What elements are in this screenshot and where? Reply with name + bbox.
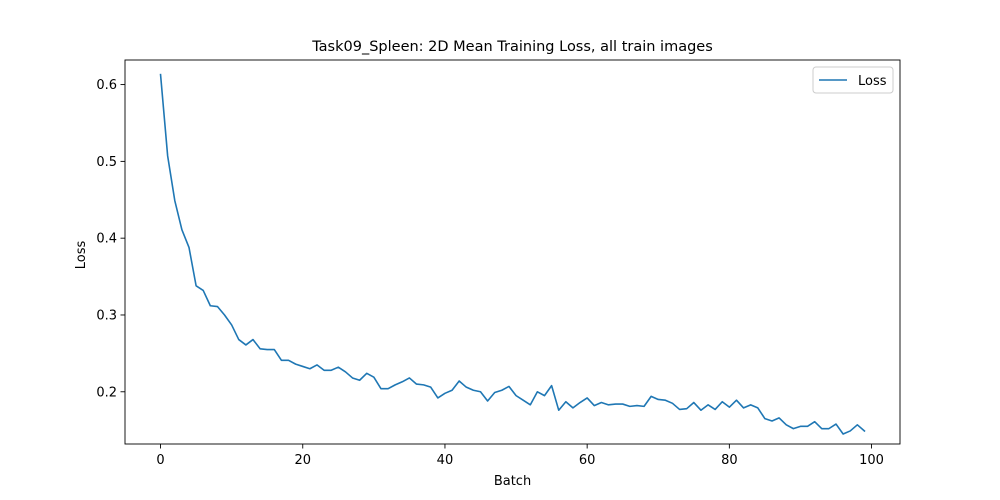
x-axis-label: Batch xyxy=(494,474,531,489)
y-tick-label: 0.4 xyxy=(96,232,117,247)
y-tick-label: 0.6 xyxy=(96,78,117,93)
x-tick-label: 40 xyxy=(437,453,454,468)
chart-title: Task09_Spleen: 2D Mean Training Loss, al… xyxy=(311,39,713,55)
plot-frame xyxy=(124,59,901,445)
y-tick-label: 0.2 xyxy=(96,385,117,400)
plot-area: 0 20 40 60 80 100 0.2 0.3 0.4 0.5 0.6 Loss xyxy=(96,59,901,468)
x-tick-label: 60 xyxy=(579,453,596,468)
y-tick-label: 0.3 xyxy=(96,308,117,323)
x-tick-label: 80 xyxy=(721,453,738,468)
y-axis-label: Loss xyxy=(74,241,89,270)
y-tick-label: 0.5 xyxy=(96,155,117,170)
legend-label: Loss xyxy=(858,74,887,89)
x-tick-label: 20 xyxy=(294,453,311,468)
legend: Loss xyxy=(812,66,894,94)
x-tick-label: 100 xyxy=(859,453,884,468)
series-line-loss xyxy=(159,73,866,435)
x-tick-label: 0 xyxy=(156,453,164,468)
legend-box xyxy=(812,66,894,94)
